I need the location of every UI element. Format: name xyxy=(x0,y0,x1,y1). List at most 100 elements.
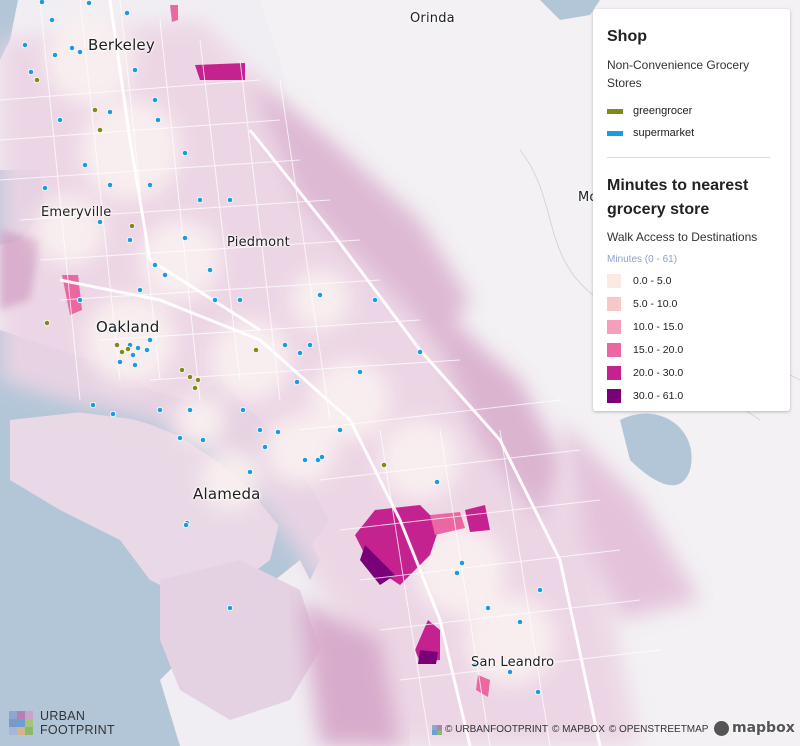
supermarket-marker[interactable] xyxy=(136,286,144,294)
greengrocer-marker[interactable] xyxy=(113,341,121,349)
supermarket-marker[interactable] xyxy=(89,401,97,409)
supermarket-marker[interactable] xyxy=(129,351,137,359)
supermarket-marker[interactable] xyxy=(306,341,314,349)
supermarket-marker[interactable] xyxy=(126,236,134,244)
reservoir xyxy=(620,413,692,486)
supermarket-marker[interactable] xyxy=(134,344,142,352)
supermarket-marker[interactable] xyxy=(96,218,104,226)
supermarket-marker[interactable] xyxy=(186,406,194,414)
greengrocer-marker[interactable] xyxy=(252,346,260,354)
supermarket-marker[interactable] xyxy=(176,434,184,442)
supermarket-marker[interactable] xyxy=(27,68,35,76)
supermarket-marker[interactable] xyxy=(458,559,466,567)
supermarket-marker[interactable] xyxy=(123,9,131,17)
supermarket-marker[interactable] xyxy=(211,296,219,304)
supermarket-marker[interactable] xyxy=(56,116,64,124)
highways xyxy=(59,0,602,746)
supermarket-marker[interactable] xyxy=(131,66,139,74)
supermarket-marker[interactable] xyxy=(296,349,304,357)
supermarket-marker[interactable] xyxy=(81,161,89,169)
supermarket-marker[interactable] xyxy=(206,266,214,274)
supermarket-marker[interactable] xyxy=(85,0,93,7)
urbanfootprint-logo[interactable]: URBAN FOOTPRINT xyxy=(9,709,115,737)
greengrocer-marker[interactable] xyxy=(186,373,194,381)
greengrocer-marker[interactable] xyxy=(118,348,126,356)
attribution-mapbox[interactable]: © MAPBOX xyxy=(551,724,605,735)
supermarket-marker[interactable] xyxy=(316,291,324,299)
place-label-berkeley: Berkeley xyxy=(88,36,155,54)
supermarket-marker[interactable] xyxy=(239,406,247,414)
supermarket-marker[interactable] xyxy=(371,296,379,304)
supermarket-marker[interactable] xyxy=(151,261,159,269)
supermarket-marker[interactable] xyxy=(111,326,119,334)
supermarket-marker[interactable] xyxy=(116,358,124,366)
supermarket-marker[interactable] xyxy=(199,436,207,444)
supermarket-marker[interactable] xyxy=(274,428,282,436)
supermarket-marker[interactable] xyxy=(196,196,204,204)
class-swatch xyxy=(607,342,621,357)
attribution-osm[interactable]: © OPENSTREETMAP xyxy=(608,724,709,735)
supermarket-marker[interactable] xyxy=(51,51,59,59)
supermarket-marker[interactable] xyxy=(68,44,76,52)
supermarket-marker[interactable] xyxy=(301,456,309,464)
supermarket-marker[interactable] xyxy=(226,196,234,204)
supermarket-marker[interactable] xyxy=(226,604,234,612)
supermarket-marker[interactable] xyxy=(131,361,139,369)
supermarket-marker[interactable] xyxy=(151,96,159,104)
supermarket-marker[interactable] xyxy=(506,668,514,676)
supermarket-marker[interactable] xyxy=(471,661,479,669)
supermarket-marker[interactable] xyxy=(246,468,254,476)
supermarket-marker[interactable] xyxy=(181,149,189,157)
supermarket-marker[interactable] xyxy=(534,688,542,696)
supermarket-marker[interactable] xyxy=(281,341,289,349)
greengrocer-marker[interactable] xyxy=(194,376,202,384)
supermarket-marker[interactable] xyxy=(146,336,154,344)
legend-shop-subtitle: Non-Convenience Grocery Stores xyxy=(607,58,750,90)
supermarket-marker[interactable] xyxy=(516,618,524,626)
greengrocer-marker[interactable] xyxy=(128,222,136,230)
greengrocer-marker[interactable] xyxy=(96,126,104,134)
supermarket-marker[interactable] xyxy=(453,569,461,577)
attribution-urbanfootprint[interactable]: © URBANFOOTPRINT xyxy=(445,724,548,735)
class-swatch xyxy=(607,296,621,311)
supermarket-marker[interactable] xyxy=(293,378,301,386)
supermarket-marker[interactable] xyxy=(154,116,162,124)
supermarket-marker[interactable] xyxy=(356,368,364,376)
supermarket-marker[interactable] xyxy=(433,478,441,486)
legend-item-supermarket: supermarket xyxy=(607,122,776,144)
supermarket-marker[interactable] xyxy=(484,604,492,612)
supermarket-marker[interactable] xyxy=(256,426,264,434)
supermarket-marker[interactable] xyxy=(336,426,344,434)
supermarket-marker[interactable] xyxy=(38,0,46,6)
greengrocer-marker[interactable] xyxy=(91,106,99,114)
supermarket-marker[interactable] xyxy=(106,108,114,116)
supermarket-marker[interactable] xyxy=(161,271,169,279)
supermarket-marker[interactable] xyxy=(236,296,244,304)
supermarket-marker[interactable] xyxy=(76,296,84,304)
supermarket-marker[interactable] xyxy=(41,184,49,192)
supermarket-marker[interactable] xyxy=(261,443,269,451)
supermarket-marker[interactable] xyxy=(416,348,424,356)
supermarket-marker[interactable] xyxy=(143,346,151,354)
supermarket-marker[interactable] xyxy=(106,181,114,189)
greengrocer-marker[interactable] xyxy=(191,384,199,392)
mapbox-logo[interactable]: mapbox xyxy=(714,720,795,736)
supermarket-marker[interactable] xyxy=(109,410,117,418)
supermarket-marker[interactable] xyxy=(146,181,154,189)
greengrocer-marker[interactable] xyxy=(380,461,388,469)
supermarket-marker[interactable] xyxy=(536,586,544,594)
supermarket-marker[interactable] xyxy=(21,41,29,49)
supermarket-marker[interactable] xyxy=(48,16,56,24)
supermarket-marker[interactable] xyxy=(181,234,189,242)
greengrocer-marker[interactable] xyxy=(178,366,186,374)
supermarket-marker[interactable] xyxy=(156,406,164,414)
greengrocer-marker[interactable] xyxy=(33,76,41,84)
supermarket-marker[interactable] xyxy=(76,48,84,56)
greengrocer-marker[interactable] xyxy=(124,345,132,353)
supermarket-marker[interactable] xyxy=(314,456,322,464)
supermarket-marker[interactable] xyxy=(318,453,326,461)
greengrocer-marker[interactable] xyxy=(43,319,51,327)
legend-shop-title: Shop xyxy=(607,28,647,45)
supermarket-marker[interactable] xyxy=(182,521,190,529)
legend-minutes-title: Minutes to nearest grocery store xyxy=(607,177,749,218)
